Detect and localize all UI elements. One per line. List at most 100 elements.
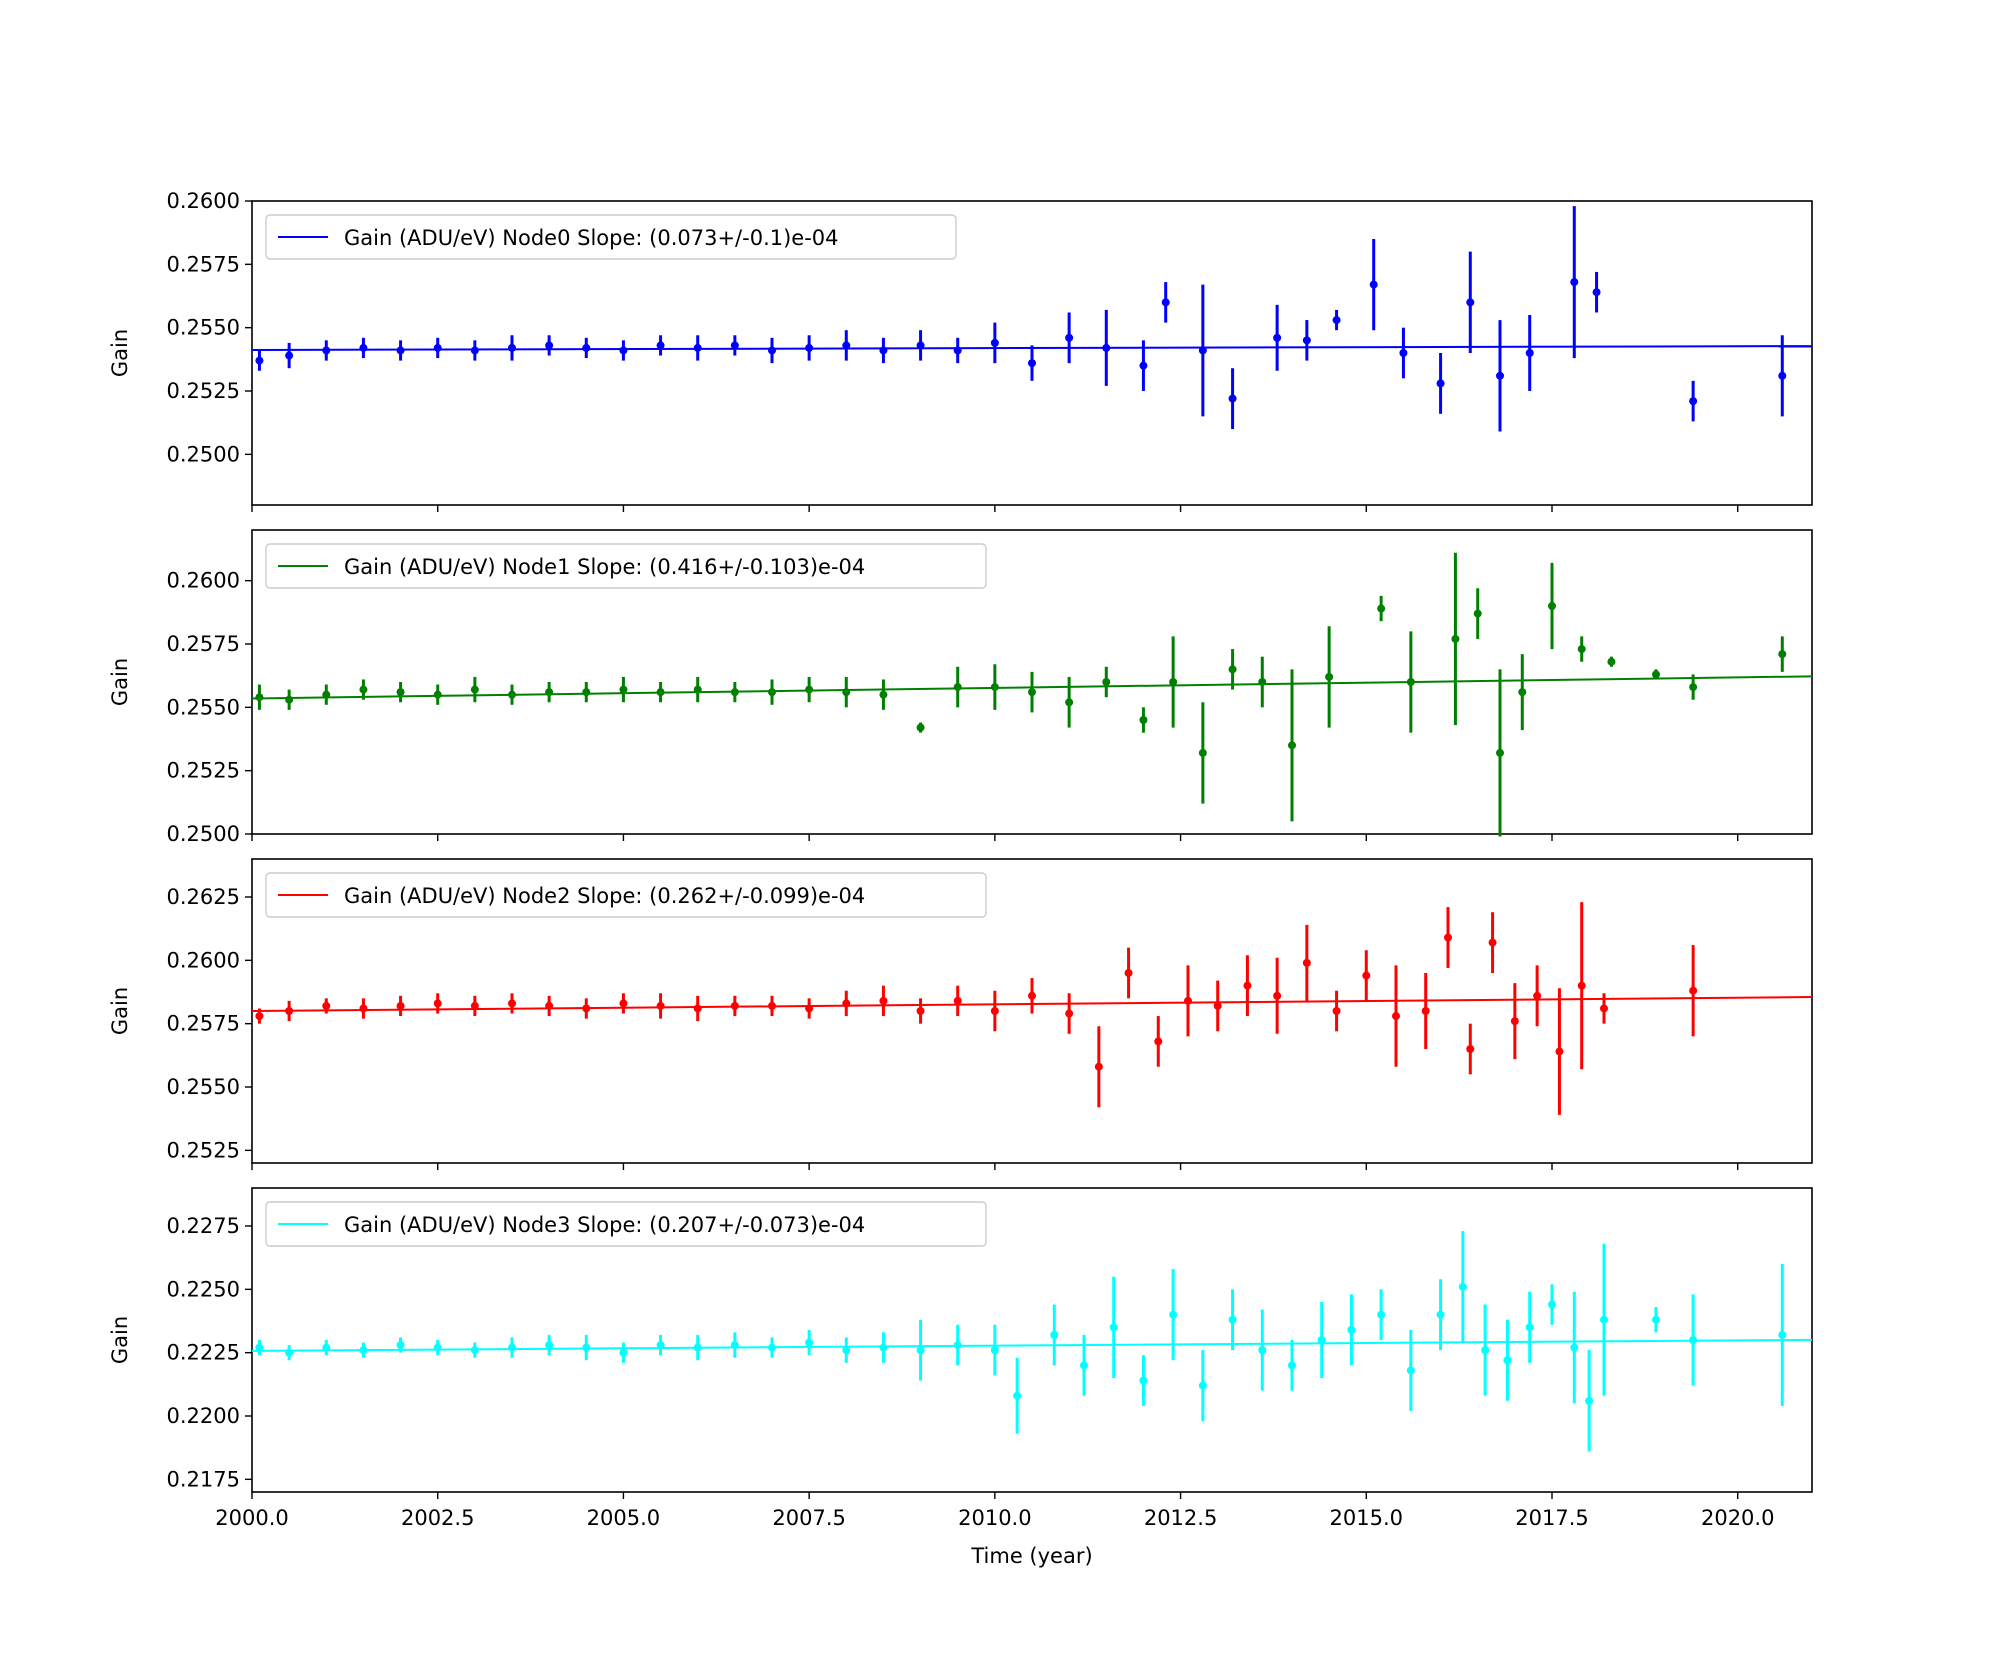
data-point-3-1: [285, 1348, 294, 1357]
data-point-3-43: [1600, 1315, 1608, 1324]
data-point-3-28: [1228, 1315, 1237, 1324]
data-point-0-26: [1198, 346, 1207, 355]
data-point-1-11: [656, 688, 665, 697]
data-point-3-16: [842, 1346, 851, 1355]
data-point-2-26: [1184, 996, 1192, 1005]
data-point-0-7: [508, 343, 516, 352]
data-point-1-27: [1228, 665, 1237, 674]
data-point-2-6: [470, 1001, 479, 1010]
data-point-1-42: [1778, 650, 1787, 659]
data-point-2-35: [1444, 933, 1452, 942]
y-tick-label-0-3: 0.2575: [167, 252, 240, 276]
y-tick-label-2-3: 0.2600: [167, 948, 240, 972]
data-point-2-38: [1510, 1017, 1519, 1026]
data-point-0-36: [1525, 349, 1534, 357]
y-tick-label-3-0: 0.2175: [167, 1467, 240, 1491]
data-point-1-17: [879, 690, 888, 699]
data-point-2-14: [768, 1001, 776, 1010]
data-point-1-40: [1652, 670, 1660, 679]
data-point-3-17: [879, 1343, 888, 1352]
y-tick-label-0-1: 0.2525: [167, 379, 240, 403]
data-point-1-2: [322, 690, 331, 699]
data-point-0-1: [285, 351, 294, 360]
data-point-3-6: [470, 1346, 479, 1355]
y-tick-label-3-1: 0.2200: [167, 1404, 240, 1428]
plot-area-1: [251, 529, 1813, 835]
data-point-2-19: [953, 996, 962, 1005]
data-point-1-20: [990, 683, 999, 692]
data-point-0-33: [1436, 379, 1445, 388]
data-point-2-24: [1124, 969, 1133, 977]
data-point-3-40: [1548, 1300, 1556, 1309]
data-point-1-23: [1102, 678, 1111, 686]
y-tick-label-0-0: 0.2500: [167, 442, 240, 466]
y-tick-label-0-4: 0.2600: [167, 189, 240, 213]
data-point-0-13: [730, 341, 739, 350]
data-point-1-16: [842, 688, 851, 697]
y-tick-label-2-4: 0.2625: [167, 885, 240, 909]
data-point-2-12: [693, 1004, 702, 1013]
data-point-0-16: [842, 341, 851, 350]
x-tick-label-6: 2015.0: [1330, 1506, 1403, 1530]
data-point-0-12: [693, 343, 702, 352]
data-point-1-28: [1258, 678, 1267, 686]
data-point-3-34: [1406, 1366, 1415, 1375]
legend-2: [265, 872, 987, 918]
x-tick-label-4: 2010.0: [958, 1506, 1031, 1530]
data-point-1-13: [730, 688, 739, 697]
x-tick-label-2: 2005.0: [587, 1506, 660, 1530]
data-point-0-5: [433, 343, 442, 352]
data-point-0-18: [916, 341, 925, 350]
data-point-3-10: [619, 1348, 628, 1357]
data-point-1-37: [1548, 602, 1556, 610]
data-point-1-7: [508, 690, 516, 699]
data-point-1-25: [1169, 678, 1178, 686]
data-point-1-12: [693, 685, 702, 694]
data-point-2-15: [805, 1004, 814, 1013]
data-point-0-24: [1139, 361, 1148, 370]
data-point-2-29: [1273, 991, 1282, 1000]
data-point-0-25: [1161, 298, 1170, 307]
y-axis-title-1: Gain: [108, 658, 132, 706]
y-tick-label-1-4: 0.2600: [167, 569, 240, 593]
legend-0: [265, 214, 957, 260]
legend-label-0: Gain (ADU/eV) Node0 Slope: (0.073+/-0.1)…: [344, 226, 839, 250]
data-point-3-45: [1689, 1336, 1698, 1344]
data-point-0-17: [879, 346, 888, 355]
data-point-2-10: [619, 999, 628, 1008]
data-point-3-39: [1525, 1323, 1534, 1332]
data-point-2-34: [1421, 1007, 1430, 1015]
data-point-2-7: [508, 999, 516, 1008]
data-point-2-40: [1555, 1047, 1564, 1056]
data-point-3-32: [1347, 1325, 1356, 1334]
data-point-1-34: [1473, 609, 1482, 618]
data-point-1-3: [359, 685, 368, 694]
data-point-0-11: [656, 341, 665, 350]
data-point-2-25: [1154, 1037, 1163, 1046]
legend-label-3: Gain (ADU/eV) Node3 Slope: (0.207+/-0.07…: [344, 1213, 865, 1237]
data-point-0-39: [1689, 397, 1698, 406]
data-point-3-22: [1050, 1330, 1059, 1339]
legend-1: [265, 543, 987, 589]
data-point-3-27: [1198, 1381, 1207, 1390]
data-point-1-6: [470, 685, 479, 694]
data-point-1-15: [805, 685, 814, 694]
y-tick-label-2-2: 0.2575: [167, 1012, 240, 1036]
data-point-2-17: [879, 996, 888, 1005]
data-point-0-40: [1778, 371, 1787, 380]
data-point-1-9: [582, 688, 591, 697]
data-point-3-25: [1139, 1376, 1148, 1385]
data-point-1-39: [1607, 657, 1616, 666]
data-point-0-31: [1369, 280, 1378, 289]
y-tick-label-1-1: 0.2525: [167, 759, 240, 783]
data-point-1-19: [953, 683, 962, 692]
data-point-1-24: [1139, 716, 1148, 724]
data-point-3-23: [1080, 1361, 1088, 1370]
data-point-3-0: [255, 1343, 264, 1352]
data-point-2-21: [1028, 991, 1036, 1000]
data-point-1-33: [1451, 634, 1460, 643]
data-point-3-7: [508, 1343, 516, 1352]
data-point-3-21: [1013, 1391, 1022, 1400]
y-axis-title-0: Gain: [108, 329, 132, 377]
data-point-0-3: [359, 343, 368, 352]
